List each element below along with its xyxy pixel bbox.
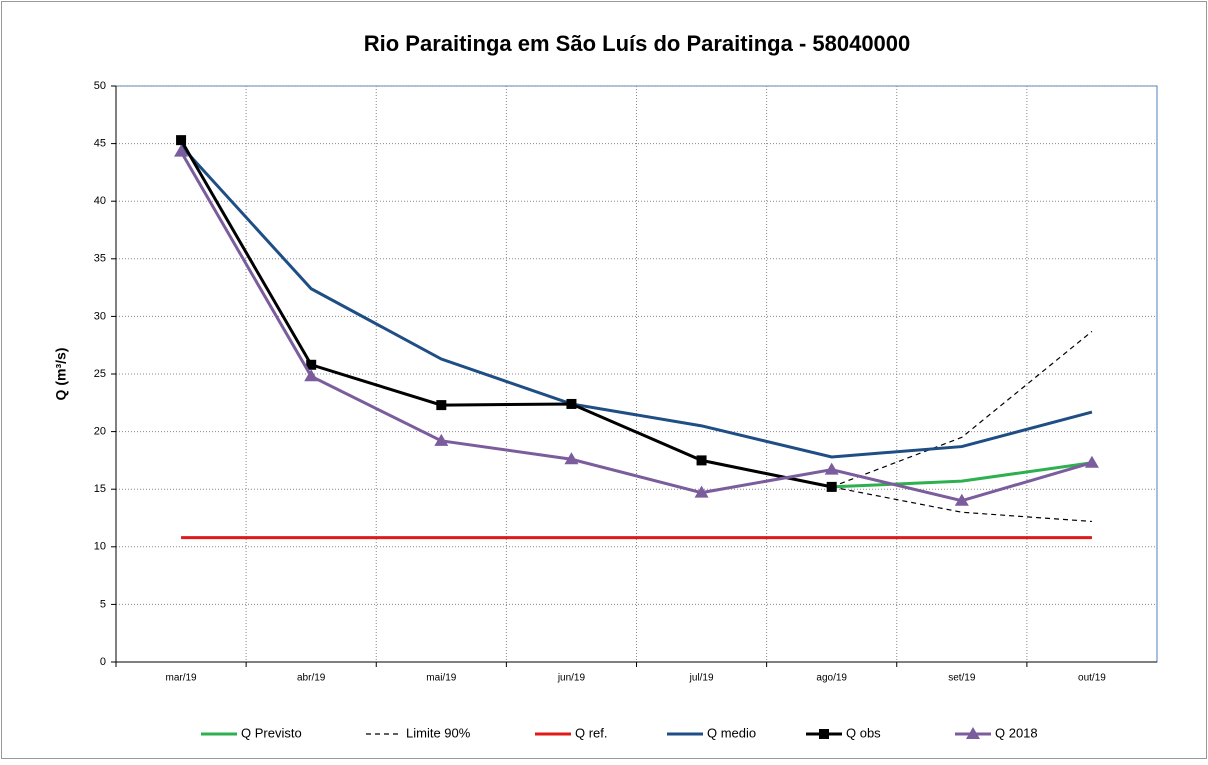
y-tick-label: 25 [94,368,106,380]
y-tick-label: 35 [94,253,106,265]
marker [696,455,707,466]
marker [819,729,829,739]
y-tick-label: 10 [94,541,106,553]
legend-label: Q Previsto [241,725,302,740]
x-tick-label: set/19 [948,673,976,684]
y-tick-label: 40 [94,195,106,207]
marker [434,433,449,446]
marker [176,135,187,146]
legend-label: Q 2018 [995,725,1038,740]
legend-label: Limite 90% [406,725,471,740]
marker [694,485,709,498]
y-axis-label: Q (m³/s) [53,348,69,401]
x-tick-label: jul/19 [689,673,714,684]
legend-label: Q obs [846,725,881,740]
marker [966,727,980,739]
x-tick-label: abr/19 [297,673,326,684]
x-tick-label: ago/19 [816,673,847,684]
y-tick-label: 5 [100,598,106,610]
y-tick-label: 30 [94,310,106,322]
marker [1084,455,1099,468]
marker [564,452,579,465]
legend-label: Q medio [707,725,756,740]
series-line [179,150,1093,503]
marker [826,481,837,492]
y-tick-label: 45 [94,138,106,150]
legend-label: Q ref. [575,725,608,740]
x-tick-label: mar/19 [166,673,198,684]
marker [306,359,317,370]
y-tick-label: 15 [94,483,106,495]
y-tick-label: 50 [94,80,106,92]
series-line [831,330,1093,488]
y-tick-label: 20 [94,426,106,438]
series-line [831,486,1092,523]
series-line [179,139,832,489]
x-tick-label: jun/19 [557,673,586,684]
chart-title: Rio Paraitinga em São Luís do Paraitinga… [364,31,911,56]
y-tick-label: 0 [100,656,106,668]
marker [954,493,969,506]
marker [304,369,319,382]
series-line [831,461,1093,489]
marker [436,400,447,411]
marker [566,398,577,409]
series-line [179,144,1093,459]
x-tick-label: mai/19 [426,673,456,684]
x-tick-label: out/19 [1078,673,1106,684]
marker [824,462,839,475]
marker [174,144,189,157]
